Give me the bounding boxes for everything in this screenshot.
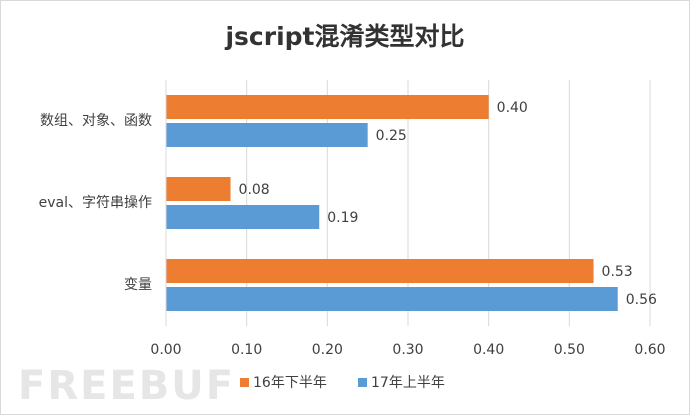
bar: [166, 123, 368, 147]
watermark: FREEBUF: [18, 363, 235, 409]
x-tick-label: 0.50: [554, 342, 585, 358]
x-tick-label: 0.40: [473, 342, 504, 358]
bar: [166, 259, 594, 283]
legend-label: 17年上半年: [371, 375, 445, 391]
y-tick-label: eval、字符串操作: [39, 195, 152, 211]
bar: [166, 177, 231, 201]
data-label: 0.19: [327, 210, 358, 226]
data-label: 0.08: [239, 182, 270, 198]
x-tick-label: 0.00: [150, 342, 181, 358]
x-tick-label: 0.20: [312, 342, 343, 358]
legend-swatch: [240, 378, 249, 387]
y-tick-label: 数组、对象、函数: [40, 113, 152, 129]
legend-swatch: [358, 378, 367, 387]
x-tick-label: 0.60: [634, 342, 665, 358]
x-tick-label: 0.10: [231, 342, 262, 358]
x-tick-label: 0.30: [392, 342, 423, 358]
bar: [166, 95, 489, 119]
bar: [166, 205, 320, 229]
data-label: 0.53: [602, 264, 633, 280]
data-label: 0.40: [497, 100, 528, 116]
chart-title: jscript混淆类型对比: [224, 22, 464, 51]
data-label: 0.25: [376, 128, 407, 144]
data-label: 0.56: [626, 292, 657, 308]
y-tick-label: 变量: [124, 277, 152, 293]
legend-label: 16年下半年: [253, 375, 327, 391]
bar: [166, 287, 618, 311]
